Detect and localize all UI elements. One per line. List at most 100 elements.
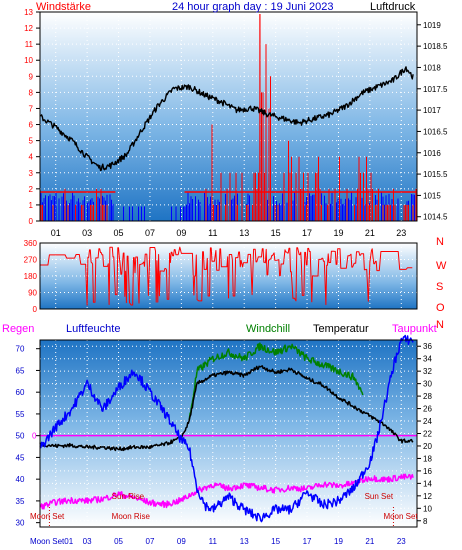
temperature-axis-tick: 8 (423, 517, 428, 526)
time-axis-tick: 15 (271, 537, 280, 546)
panel1-frame (39, 11, 418, 222)
wind-axis-tick: 3 (29, 169, 34, 178)
temperature-axis-tick: 10 (423, 504, 432, 513)
wind-axis-tick: 1 (29, 201, 34, 210)
pressure-axis-tick: 1019 (423, 21, 441, 30)
pressure-axis-tick: 1016.5 (423, 127, 448, 136)
humidity-axis-tick: 55 (16, 410, 25, 419)
direction-axis-tick: 270 (24, 256, 38, 265)
temperature-axis-tick: 30 (423, 380, 432, 389)
time-axis-tick: 21 (365, 228, 375, 238)
wind-axis-tick: 7 (29, 104, 34, 113)
time-axis-tick: 19 (333, 228, 343, 238)
chart-title: 24 hour graph day : 19 Juni 2023 (172, 1, 333, 13)
pressure-axis-tick: 1018.5 (423, 42, 448, 51)
wind-axis-tick: 13 (24, 8, 33, 17)
time-axis-tick: 07 (145, 228, 155, 238)
pressure-axis-tick: 1018 (423, 63, 441, 72)
windchill-line (188, 342, 364, 421)
humidity-axis-tick: 45 (16, 453, 25, 462)
direction-axis-tick: 0 (33, 305, 38, 314)
temperature-axis-tick: 24 (423, 417, 432, 426)
rain-label: Regen (2, 323, 34, 335)
time-axis-tick: 07 (146, 537, 155, 546)
time-axis-tick: Moon Set01 (30, 537, 74, 546)
time-axis-tick: 11 (209, 537, 218, 546)
temperature-axis-tick: 36 (423, 342, 432, 351)
time-axis-tick: 05 (114, 228, 124, 238)
astro-annotation: Moon Set (30, 512, 65, 521)
humidity-line (39, 334, 414, 523)
direction-compass-letter: N (436, 319, 444, 331)
wind-axis-tick: 8 (29, 88, 34, 97)
temperature-axis-tick: 16 (423, 467, 432, 476)
temperature-axis-tick: 14 (423, 479, 432, 488)
temperature-axis-tick: 32 (423, 367, 432, 376)
time-axis-tick: 17 (302, 228, 312, 238)
panel1-plot-area (40, 12, 417, 221)
wind-axis-tick: 0 (29, 217, 34, 226)
humidity-axis-tick: 50 (16, 432, 25, 441)
wind-axis-tick: 11 (25, 40, 34, 49)
astro-annotation: Sun Set (365, 492, 394, 501)
pressure-axis-tick: 1015.5 (423, 170, 448, 179)
direction-compass-letter: S (436, 281, 443, 293)
temperature-axis-tick: 34 (423, 355, 432, 364)
direction-compass-letter: N (436, 236, 444, 248)
pressure-axis-tick: 1017.5 (423, 85, 448, 94)
windchill-label: Windchill (246, 323, 290, 335)
pressure-axis-tick: 1016 (423, 149, 441, 158)
time-axis-tick: 01 (51, 228, 61, 238)
pressure-axis-tick: 1015 (423, 191, 441, 200)
humidity-axis-tick: 60 (16, 388, 25, 397)
humidity-label: Luftfeuchte (66, 323, 120, 335)
temperature-axis-tick: 22 (423, 430, 432, 439)
temperature-label: Temperatur (313, 323, 369, 335)
time-axis-tick: 23 (396, 228, 406, 238)
pressure-axis-tick: 1014.5 (423, 213, 448, 222)
humidity-axis-tick: 70 (16, 345, 25, 354)
wind-axis-tick: 4 (29, 153, 34, 162)
time-axis-tick: 23 (397, 537, 406, 546)
wind-axis-tick: 10 (24, 56, 33, 65)
temperature-axis-tick: 18 (423, 454, 432, 463)
dewpoint-line (39, 473, 414, 510)
humidity-axis-tick: 35 (16, 497, 25, 506)
pressure-axis-tick: 1017 (423, 106, 441, 115)
astro-annotation: Moon Set (383, 512, 418, 521)
time-axis-tick: 19 (334, 537, 343, 546)
rain-value-label: 0 (32, 432, 37, 441)
astro-annotation: Moon Rise (112, 512, 151, 521)
humidity-axis-tick: 65 (16, 366, 25, 375)
humidity-axis-tick: 40 (16, 475, 25, 484)
time-axis-tick: 17 (303, 537, 312, 546)
temperature-axis-tick: 20 (423, 442, 432, 451)
wind-axis-tick: 9 (29, 72, 34, 81)
dewpoint-label: Taupunkt (392, 323, 437, 335)
direction-compass-letter: O (436, 302, 445, 314)
panel2-frame (39, 242, 418, 310)
time-axis-tick: 09 (176, 228, 186, 238)
time-axis-tick: 13 (240, 537, 249, 546)
temperature-axis-tick: 28 (423, 392, 432, 401)
pressure-label: Luftdruck (370, 1, 416, 13)
wind-axis-tick: 5 (29, 137, 34, 146)
astro-annotation: Sun Rise (112, 492, 145, 501)
direction-compass-letter: W (436, 260, 447, 272)
time-axis-tick: 11 (208, 228, 217, 238)
time-axis-tick: 15 (271, 228, 281, 238)
pressure-line (39, 66, 414, 172)
wind-strength-label: Windstärke (36, 1, 91, 13)
wind-direction-line (40, 246, 413, 306)
time-axis-tick: 13 (239, 228, 249, 238)
time-axis-tick: 21 (365, 537, 374, 546)
wind-axis-tick: 2 (29, 185, 34, 194)
humidity-axis-tick: 30 (16, 519, 25, 528)
temperature-axis-tick: 12 (423, 492, 432, 501)
time-axis-tick: 05 (114, 537, 123, 546)
time-axis-tick: 03 (82, 228, 92, 238)
direction-axis-tick: 180 (24, 272, 38, 281)
time-axis-tick: 03 (83, 537, 92, 546)
direction-axis-tick: 360 (24, 239, 38, 248)
temperature-line (39, 365, 414, 452)
